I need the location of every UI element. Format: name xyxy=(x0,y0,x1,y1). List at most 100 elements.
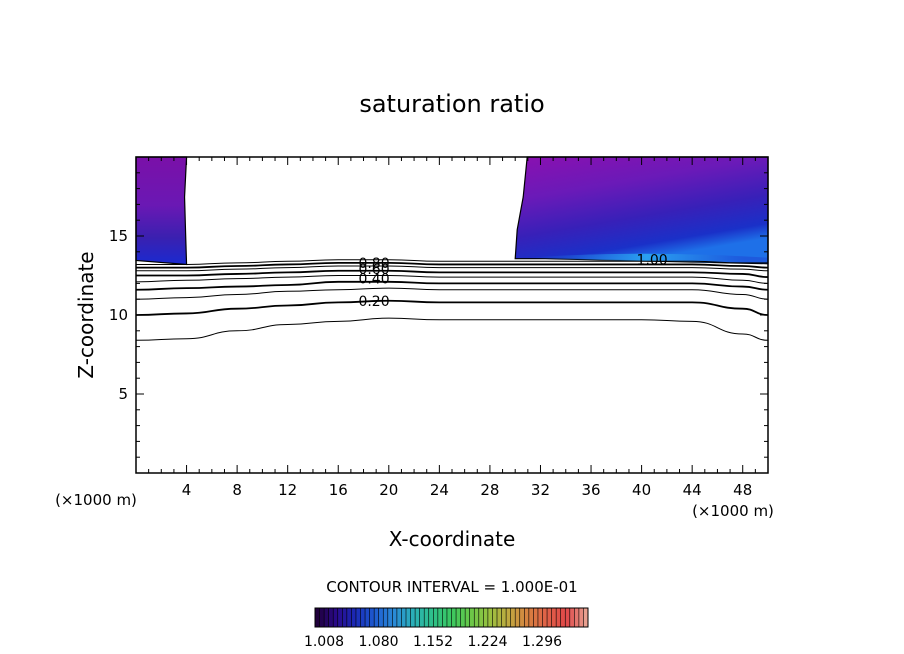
x-tick-label: 8 xyxy=(232,481,242,499)
contour-label: 0.40 xyxy=(358,272,389,288)
colorbar-cell xyxy=(369,608,375,627)
colorbar-cell xyxy=(365,608,371,627)
colorbar-cell xyxy=(355,608,361,627)
colorbar-cell xyxy=(478,608,484,627)
colorbar-cell xyxy=(324,608,330,627)
contour-line xyxy=(135,287,769,300)
colorbar-cell xyxy=(474,608,480,627)
colorbar-tick-label: 1.080 xyxy=(358,634,398,650)
colorbar-cell xyxy=(392,608,398,627)
colorbar-cell xyxy=(465,608,471,627)
colorbar-cell xyxy=(574,608,580,627)
colorbar-cell xyxy=(428,608,434,627)
y-axis-label: Z-coordinate xyxy=(74,251,98,378)
y-tick-label: 5 xyxy=(118,385,128,403)
colorbar-cell xyxy=(533,608,539,627)
colorbar-cell xyxy=(446,608,452,627)
shaded-regions xyxy=(135,156,769,266)
shaded-region-left xyxy=(135,156,188,266)
contour-labels: 0.800.600.40 0.20 1.00 xyxy=(358,253,667,310)
colorbar-cell xyxy=(424,608,430,627)
colorbar-tick-label: 1.008 xyxy=(304,634,344,650)
colorbar-cell xyxy=(487,608,493,627)
colorbar-cell xyxy=(442,608,448,627)
colorbar-tick-label: 1.296 xyxy=(522,634,562,650)
colorbar-cell xyxy=(415,608,421,627)
colorbar-cell xyxy=(506,608,512,627)
x-tick-label: 20 xyxy=(379,481,398,499)
colorbar-cell xyxy=(396,608,402,627)
x-tick-label: 44 xyxy=(683,481,702,499)
colorbar-cell xyxy=(456,608,462,627)
x-tick-label: 28 xyxy=(480,481,499,499)
contour-interval-text: CONTOUR INTERVAL = 1.000E-01 xyxy=(326,578,577,596)
x-tick-label: 36 xyxy=(581,481,600,499)
colorbar-cell xyxy=(537,608,543,627)
x-tick-label: 16 xyxy=(329,481,348,499)
colorbar-cell xyxy=(560,608,566,627)
contour-line xyxy=(135,275,769,284)
contour-line xyxy=(135,317,769,341)
colorbar-cell xyxy=(333,608,339,627)
colorbar-cell xyxy=(328,608,334,627)
x-axis-label: X-coordinate xyxy=(389,527,516,551)
colorbar-cell xyxy=(501,608,507,627)
colorbar-cell xyxy=(583,608,589,627)
contour-label: 0.20 xyxy=(358,294,389,310)
colorbar-cell xyxy=(319,608,325,627)
contour-lines xyxy=(135,259,769,341)
colorbar-cell xyxy=(374,608,380,627)
colorbar-cell xyxy=(528,608,534,627)
colorbar-cell xyxy=(483,608,489,627)
colorbar-cell xyxy=(406,608,412,627)
colorbar-frame xyxy=(314,607,589,628)
colorbar-cell xyxy=(346,608,352,627)
colorbar-cell xyxy=(565,608,571,627)
colorbar-cell xyxy=(556,608,562,627)
colorbar-cell xyxy=(378,608,384,627)
colorbar-cell xyxy=(551,608,557,627)
colorbar-cell xyxy=(542,608,548,627)
colorbar-tick-label: 1.224 xyxy=(467,634,507,650)
colorbar-cell xyxy=(360,608,366,627)
chart-title: saturation ratio xyxy=(359,90,544,118)
colorbar-cell xyxy=(510,608,516,627)
contour-label: 0.80 xyxy=(358,256,389,272)
colorbar-cell xyxy=(437,608,443,627)
contour-line xyxy=(136,269,769,278)
x-axis-ticks: 4 8 12 16 20 24 28 32 36 40 44 48 xyxy=(148,157,756,499)
colorbar-cell xyxy=(497,608,503,627)
x-tick-label: 4 xyxy=(182,481,192,499)
colorbar-cell xyxy=(492,608,498,627)
y-tick-label: 10 xyxy=(109,306,128,324)
colorbar-cell xyxy=(315,608,321,627)
y-tick-label: 15 xyxy=(109,227,128,245)
x-unit-left: (×1000 m) xyxy=(55,491,137,509)
colorbar-cell xyxy=(433,608,439,627)
colorbar-cell xyxy=(569,608,575,627)
x-unit-right: (×1000 m) xyxy=(692,502,774,520)
colorbar-cell xyxy=(401,608,407,627)
colorbar-cell xyxy=(524,608,530,627)
colorbar-cell xyxy=(460,608,466,627)
colorbar-cell xyxy=(515,608,521,627)
colorbar-cell xyxy=(337,608,343,627)
contour-line xyxy=(136,261,769,269)
contour-label: 1.00 xyxy=(637,253,668,269)
x-tick-label: 40 xyxy=(632,481,651,499)
colorbar-cell xyxy=(387,608,393,627)
colorbar-cell xyxy=(519,608,525,627)
contour-line xyxy=(135,299,769,316)
colorbar-cell xyxy=(578,608,584,627)
contour-line xyxy=(135,259,768,265)
shaded-region-right xyxy=(514,156,769,265)
colorbar-tick-label: 1.152 xyxy=(413,634,453,650)
x-tick-label: 24 xyxy=(430,481,449,499)
x-tick-label: 12 xyxy=(278,481,297,499)
colorbar-ticks: 1.008 1.080 1.152 1.224 1.296 xyxy=(304,634,562,650)
y-axis-ticks: 5 10 15 xyxy=(109,172,768,458)
colorbar-cell xyxy=(451,608,457,627)
x-tick-label: 48 xyxy=(733,481,752,499)
contour-label: 0.60 xyxy=(358,262,389,278)
colorbar-cell xyxy=(419,608,425,627)
